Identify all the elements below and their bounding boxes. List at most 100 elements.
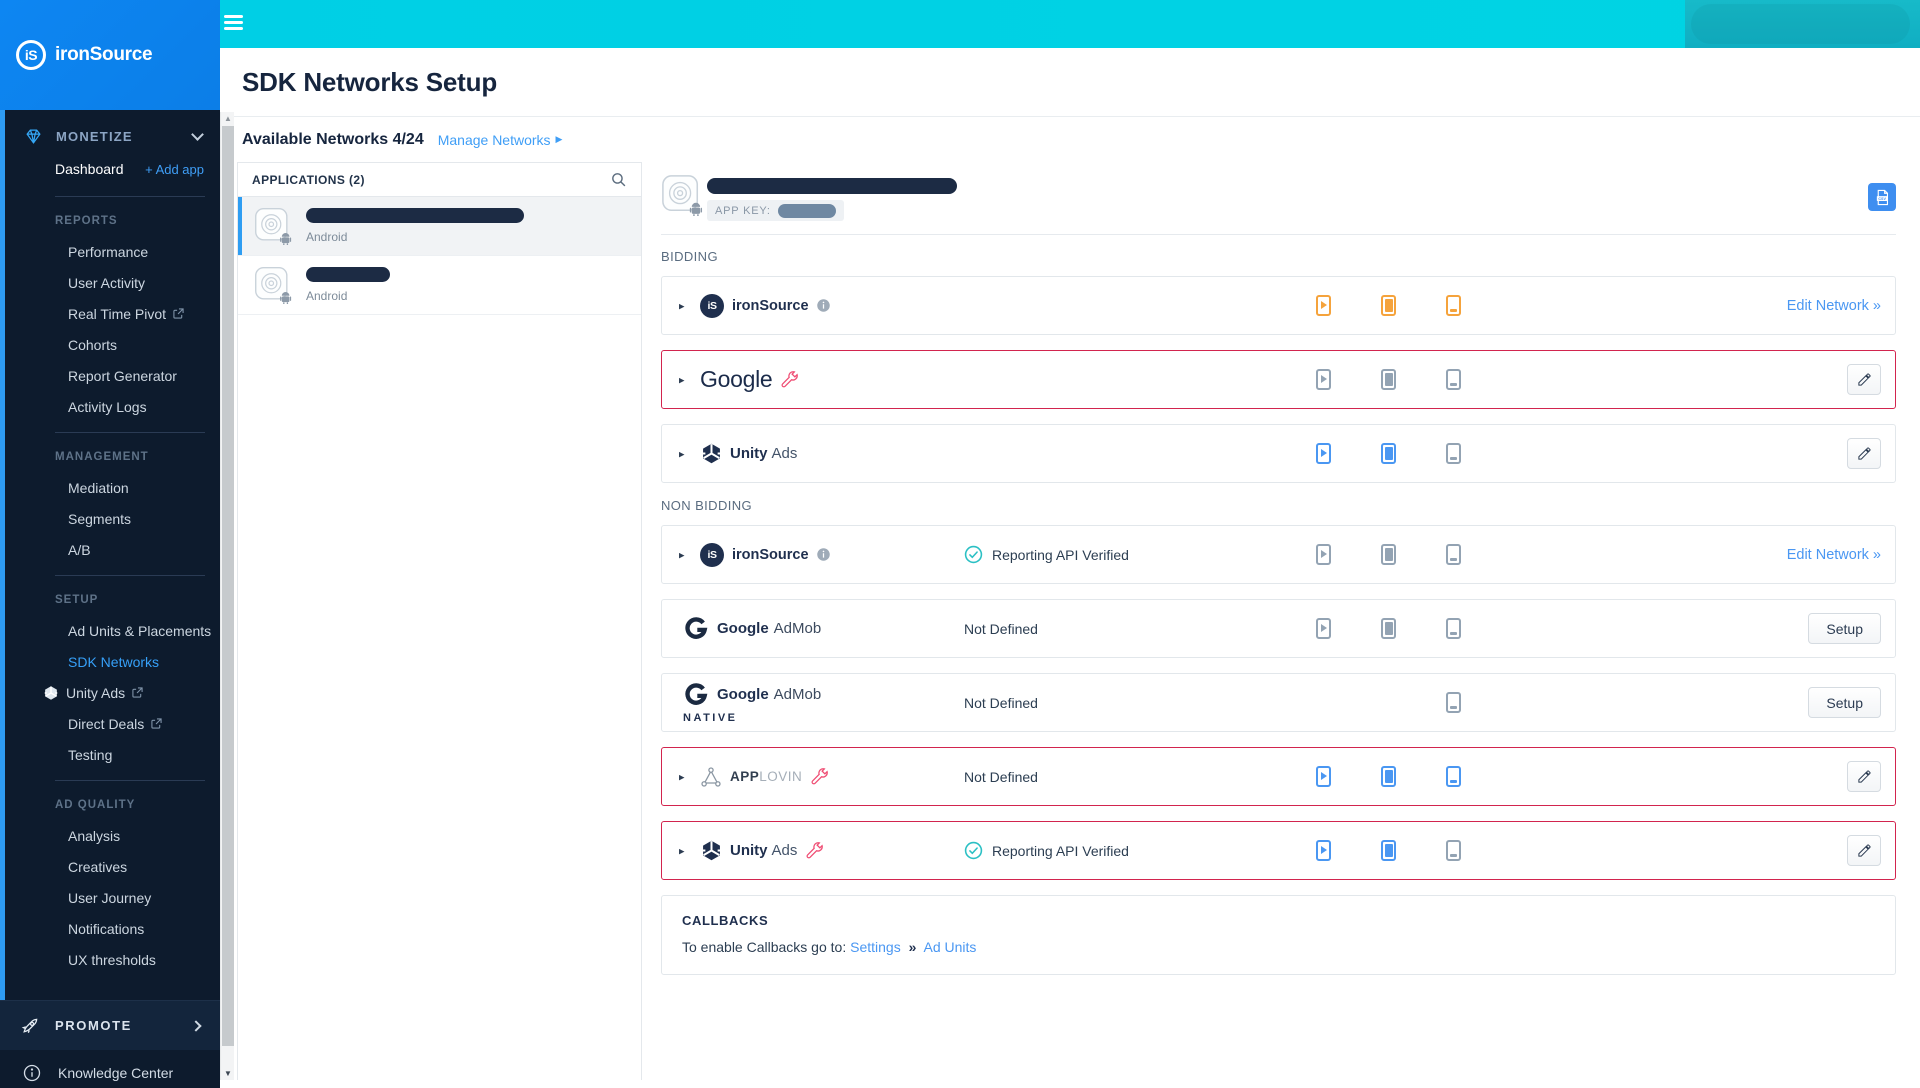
topbar-pill xyxy=(1691,4,1910,44)
edit-network-button[interactable] xyxy=(1847,364,1881,395)
sidebar-item-creatives[interactable]: Creatives xyxy=(0,851,220,882)
expand-caret-icon[interactable]: ▸ xyxy=(679,300,685,312)
settings-link[interactable]: Settings xyxy=(850,939,901,955)
sidebar-item-notifications[interactable]: Notifications xyxy=(0,913,220,944)
sidebar-item-real-time-pivot[interactable]: Real Time Pivot xyxy=(0,298,220,329)
sidebar-item-label: Creatives xyxy=(68,858,128,875)
setup-button[interactable]: Setup xyxy=(1808,613,1881,644)
chevron-right-icon xyxy=(190,1019,202,1032)
ironsource-logo-icon: iS xyxy=(700,293,724,318)
edit-network-button[interactable] xyxy=(1847,761,1881,792)
export-csv-button[interactable]: CSV xyxy=(1868,183,1896,211)
scrollbar-thumb[interactable] xyxy=(222,126,234,1046)
edit-network-link[interactable]: Edit Network » xyxy=(1786,546,1881,563)
application-list-item[interactable]: Android xyxy=(238,256,641,315)
network-row-google-admob: Google AdMob Not Defined Setup xyxy=(661,599,1896,658)
unity-logo-icon xyxy=(702,443,721,464)
sidebar-item-label: Cohorts xyxy=(68,336,118,353)
setup-button[interactable]: Setup xyxy=(1808,687,1881,718)
app-key-redacted xyxy=(777,203,836,218)
ironsource-monogram-icon: iS xyxy=(16,40,46,70)
edit-network-button[interactable] xyxy=(1847,835,1881,866)
sidebar-item-label: Real Time Pivot xyxy=(68,305,167,322)
sidebar-item-testing[interactable]: Testing xyxy=(0,739,220,770)
sidebar-item-cohorts[interactable]: Cohorts xyxy=(0,329,220,360)
sidebar-item-ad-units-placements[interactable]: Ad Units & Placements xyxy=(0,615,220,646)
network-row-unityads-bidding: ▸ Unity Ads xyxy=(661,424,1896,483)
expand-caret-icon[interactable]: ▸ xyxy=(679,374,685,386)
hamburger-menu-icon[interactable] xyxy=(224,15,243,31)
interstitial-unit-icon xyxy=(1381,369,1396,390)
manage-networks-link[interactable]: Manage Networks ▶ xyxy=(437,131,563,148)
sidebar-item-ux-thresholds[interactable]: UX thresholds xyxy=(0,944,220,975)
interstitial-unit-icon xyxy=(1381,618,1396,639)
sidebar-item-user-journey[interactable]: User Journey xyxy=(0,882,220,913)
network-action: Setup xyxy=(1808,674,1881,731)
section-label-bidding: BIDDING xyxy=(661,249,718,264)
sidebar-item-user-activity[interactable]: User Activity xyxy=(0,267,220,298)
scroll-up-arrow-icon[interactable]: ▲ xyxy=(224,114,232,123)
scroll-down-arrow-icon[interactable]: ▼ xyxy=(224,1069,232,1078)
sidebar-item-activity-logs[interactable]: Activity Logs xyxy=(0,391,220,422)
sidebar-group-header-setup: SETUP xyxy=(55,594,99,606)
expand-caret-icon[interactable]: ▸ xyxy=(679,771,685,783)
sidebar-item-unity-ads[interactable]: Unity Ads xyxy=(0,677,220,708)
network-row-google-bidding: ▸ Google xyxy=(661,350,1896,409)
network-action xyxy=(1847,351,1881,408)
section-label-non-bidding: NON BIDDING xyxy=(661,498,753,513)
network-row-unityads: ▸ Unity Ads Reporting API Verified xyxy=(661,821,1896,880)
edit-pencil-icon xyxy=(1857,844,1871,857)
sidebar-item-segments[interactable]: Segments xyxy=(0,503,220,534)
edit-network-link[interactable]: Edit Network » xyxy=(1786,297,1881,314)
network-row-ironsource-bidding: ▸ iS ironSource Edit Network » xyxy=(661,276,1896,335)
sidebar-item-analysis[interactable]: Analysis xyxy=(0,820,220,851)
applications-header: APPLICATIONS (2) xyxy=(238,163,641,197)
application-list-item[interactable]: Android xyxy=(238,197,641,256)
sidebar-item-label: User Activity xyxy=(68,274,146,291)
sidebar-item-a-b[interactable]: A/B xyxy=(0,534,220,565)
sidebar-item-knowledge-center[interactable]: Knowledge Center xyxy=(0,1058,220,1088)
network-action xyxy=(1847,425,1881,482)
ad-unit-indicators xyxy=(1316,277,1511,334)
network-name: APP xyxy=(730,769,760,784)
sidebar-item-sdk-networks[interactable]: SDK Networks xyxy=(0,646,220,677)
sidebar-item-report-generator[interactable]: Report Generator xyxy=(0,360,220,391)
ad-unit-indicators xyxy=(1316,674,1511,731)
sidebar-divider xyxy=(55,575,205,576)
status-label: Not Defined xyxy=(964,768,1038,785)
expand-caret-icon[interactable]: ▸ xyxy=(679,549,685,561)
network-status: Not Defined xyxy=(964,748,1038,805)
app-platform-label: Android xyxy=(306,230,348,244)
sidebar-item-performance[interactable]: Performance xyxy=(0,236,220,267)
sidebar-item-dashboard[interactable]: Dashboard + Add app xyxy=(0,152,220,186)
brand-logo: iS ironSource xyxy=(0,0,220,110)
external-link-icon xyxy=(173,308,184,319)
network-name: ironSource xyxy=(732,297,809,314)
active-section-indicator xyxy=(0,110,5,1000)
applications-panel: APPLICATIONS (2) Android Android xyxy=(237,162,642,1080)
add-app-button[interactable]: + Add app xyxy=(145,161,204,177)
sidebar-section-monetize[interactable]: MONETIZE xyxy=(0,120,220,152)
sidebar-section-promote[interactable]: PROMOTE xyxy=(0,1000,220,1050)
sidebar-item-label: Direct Deals xyxy=(68,715,145,732)
search-icon[interactable] xyxy=(610,171,627,188)
sidebar-item-label: Unity Ads xyxy=(66,684,126,701)
network-logo: iS ironSource xyxy=(700,526,831,583)
vertical-scrollbar[interactable]: ▲ ▼ xyxy=(220,112,234,1080)
edit-network-button[interactable] xyxy=(1847,438,1881,469)
sidebar-item-label: Performance xyxy=(68,243,149,260)
app-meta: Android xyxy=(306,267,390,303)
network-status: Not Defined xyxy=(964,600,1038,657)
applications-count-label: APPLICATIONS (2) xyxy=(252,172,365,187)
info-icon xyxy=(816,299,830,312)
ad-units-link[interactable]: Ad Units xyxy=(923,939,977,955)
sidebar-item-mediation[interactable]: Mediation xyxy=(0,472,220,503)
sidebar-item-direct-deals[interactable]: Direct Deals xyxy=(0,708,220,739)
chevron-down-icon[interactable] xyxy=(191,127,204,141)
expand-caret-icon[interactable]: ▸ xyxy=(679,845,685,857)
banner-unit-icon xyxy=(1446,766,1461,787)
topbar-right-segment xyxy=(1685,0,1920,48)
expand-caret-icon[interactable]: ▸ xyxy=(679,448,685,460)
page-title: SDK Networks Setup xyxy=(242,66,498,97)
